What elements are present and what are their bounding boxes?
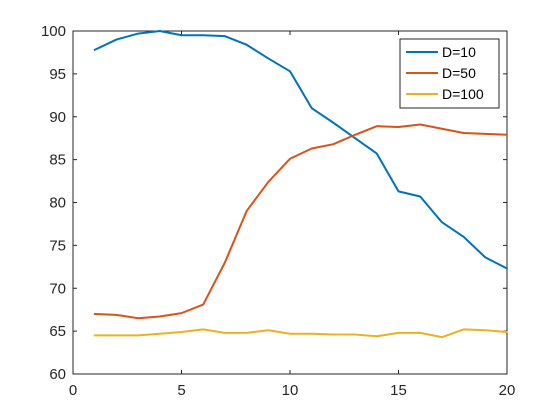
x-tick-label: 5 — [177, 382, 185, 399]
x-tick-label: 0 — [69, 382, 77, 399]
y-tick-label: 80 — [49, 195, 66, 212]
x-tick-label: 20 — [499, 382, 516, 399]
legend: D=10 D=50 D=100 — [399, 38, 500, 109]
y-tick-label: 90 — [49, 109, 66, 126]
legend-label-d-10: D=10 — [442, 44, 476, 60]
y-tick-label: 60 — [49, 366, 66, 383]
series-line-d-50 — [93, 123, 508, 320]
legend-label-d-100: D=100 — [442, 86, 484, 102]
y-tick-label: 75 — [49, 237, 66, 254]
x-tick-label: 10 — [282, 382, 299, 399]
y-tick-label: 70 — [49, 280, 66, 297]
series-line-d-10 — [93, 30, 508, 270]
y-tick-label: 100 — [41, 23, 66, 40]
y-tick-label: 65 — [49, 323, 66, 340]
legend-label-d-50: D=50 — [442, 65, 476, 81]
series-line-d-100 — [93, 328, 508, 339]
x-tick-label: 15 — [390, 382, 407, 399]
y-tick-label: 85 — [49, 152, 66, 169]
series-lines — [93, 30, 508, 339]
y-tick-label: 95 — [49, 66, 66, 83]
